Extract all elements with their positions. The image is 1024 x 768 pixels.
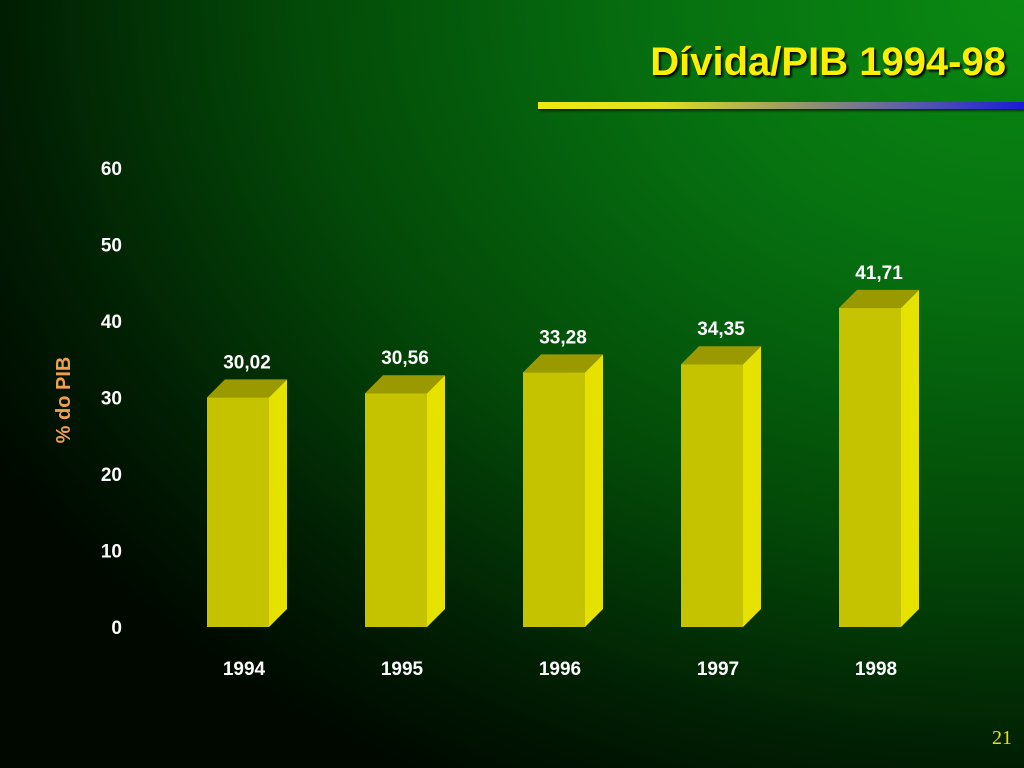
data-labels: 30,02 30,56 33,28 34,35 41,71 — [223, 263, 903, 373]
y-tick-label: 30 — [101, 389, 122, 410]
data-label: 41,71 — [855, 263, 903, 284]
y-axis-label: % do PIB — [53, 357, 75, 444]
y-tick-label: 40 — [101, 312, 122, 333]
y-tick-label: 20 — [101, 465, 122, 486]
bar — [839, 289, 919, 627]
data-label: 30,02 — [223, 352, 271, 373]
page-number: 21 — [992, 727, 1012, 749]
y-tick-label: 10 — [101, 542, 122, 563]
bar — [365, 375, 445, 627]
title-divider — [538, 102, 1024, 109]
bar — [523, 354, 603, 627]
x-tick-label: 1998 — [855, 659, 897, 680]
bars — [207, 289, 919, 627]
data-label: 33,28 — [539, 327, 587, 348]
data-label: 34,35 — [697, 319, 745, 340]
y-tick-label: 0 — [111, 618, 122, 639]
x-tick-label: 1994 — [223, 659, 266, 680]
slide-title: Dívida/PIB 1994-98 — [650, 40, 1006, 84]
x-axis-ticks: 1994 1995 1996 1997 1998 — [223, 659, 897, 680]
bar — [207, 379, 287, 627]
bar — [681, 346, 761, 627]
data-label: 30,56 — [381, 348, 429, 369]
x-tick-label: 1996 — [539, 659, 581, 680]
y-tick-label: 60 — [101, 159, 122, 180]
x-tick-label: 1995 — [381, 659, 424, 680]
x-tick-label: 1997 — [697, 659, 739, 680]
y-tick-label: 50 — [101, 236, 122, 257]
y-axis-ticks: 0 10 20 30 40 50 60 — [101, 159, 122, 639]
